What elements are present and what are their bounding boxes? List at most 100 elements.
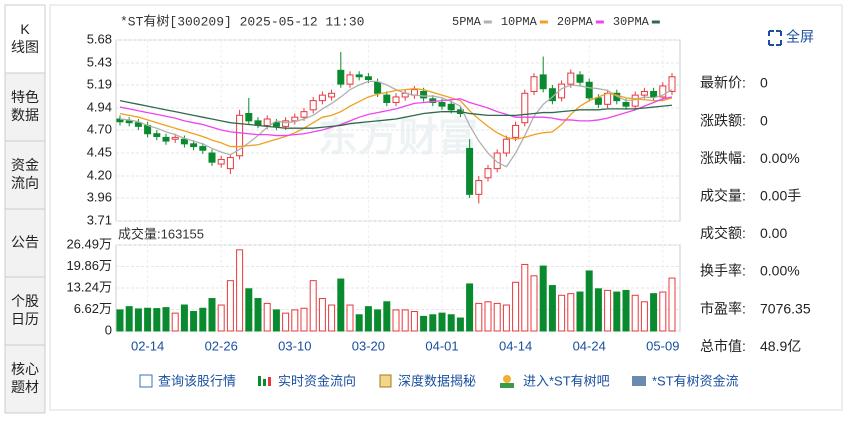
ma-line [119,88,673,148]
candle-body [567,72,575,85]
x-tick-label: 03-20 [352,338,385,353]
x-tick-label: 04-01 [425,338,458,353]
volume-bar [263,302,271,332]
panel-border [49,4,843,411]
tab[interactable] [4,208,46,278]
tab-label: 公告 [11,234,39,250]
y-tick-label: 5.68 [87,31,112,46]
volume-bar [466,283,474,332]
candle-body [502,138,510,154]
candle-body [208,152,216,163]
info-label: 涨跌额: [700,112,746,128]
volume-bar [355,314,363,332]
candle-body [171,136,179,140]
candle-body [521,92,529,124]
info-value: 0 [760,75,768,91]
candle-body [180,138,188,145]
tab-label: 特色数据 [11,89,39,123]
volume-bar [171,312,179,332]
candle-body [162,136,170,142]
y-tick-label: 13.24万 [66,279,112,294]
candle-body [659,85,667,98]
link[interactable]: *ST有树资金流 [652,373,739,388]
legend-label: 5PMA [452,15,482,29]
y-tick-label: 4.70 [87,121,112,136]
volume-bar [585,270,593,332]
volume-bar [272,309,280,332]
volume-bar [447,314,455,332]
volume-bar [650,293,658,332]
info-value: 0.00 [760,225,787,241]
icon [268,377,271,386]
y-tick-label: 19.86万 [66,258,112,273]
x-tick-label: 02-14 [131,338,164,353]
volume-bar [484,301,492,332]
candle-body [282,120,290,127]
info-label: 涨跌幅: [700,150,746,166]
candle-body [318,94,326,102]
candle-body [226,157,234,170]
volume-bar [594,288,602,332]
volume-bar [328,304,336,332]
tab[interactable] [4,4,46,74]
fullscreen-button[interactable]: 全屏 [768,29,814,46]
candle-body [576,74,584,83]
candle-body [355,74,363,78]
candle-body [640,90,648,96]
x-tick-label: 04-14 [499,338,532,353]
volume-bar [401,309,409,332]
volume-bar [456,317,464,332]
candle-body [190,143,198,148]
link[interactable]: 进入*ST有树吧 [523,373,610,388]
volume-bar [208,298,216,332]
volume-bar [502,304,510,332]
candle-body [217,158,225,165]
volume-bar [153,308,161,332]
tab[interactable] [4,72,46,142]
legend-label: 30PMA [613,15,650,29]
y-tick-label: 4.94 [87,99,112,114]
info-label: 成交量: [700,188,746,204]
candle-body [512,124,520,138]
tab-label: 个股日历 [11,293,39,327]
candle-body [328,92,336,98]
candle-body [374,81,382,94]
candle-body [383,94,391,103]
y-tick-label: 5.19 [87,76,112,91]
volume-bar [254,298,262,332]
info-label: 最新价: [700,75,746,91]
y-tick-label: 0 [105,322,112,337]
volume-bar [180,304,188,332]
candle-body [594,97,602,105]
volume-bar [309,280,317,332]
tab[interactable] [4,344,46,414]
x-tick-label: 03-10 [278,338,311,353]
link[interactable]: 实时资金流向 [278,373,356,388]
ma-line [119,80,673,168]
candle-body [291,116,299,122]
volume-bar [548,285,556,332]
volume-bar [236,249,244,332]
volume-bar [300,307,308,332]
link[interactable]: 深度数据揭秘 [398,373,476,388]
volume-bar [383,301,391,332]
candle-body [484,168,492,179]
volume-bar [622,289,630,332]
volume-bar [291,309,299,332]
candle-body [125,120,133,124]
candle-body [604,92,612,105]
y-tick-label: 4.45 [87,144,112,159]
link[interactable]: 查询该股行情 [158,373,236,388]
volume-bar [668,277,676,332]
volume-bar [512,281,520,332]
icon [263,379,266,386]
candle-body [530,76,538,92]
volume-bar [125,306,133,332]
volume-bar [420,315,428,332]
volume-bar [364,306,372,332]
candle-body [631,94,639,107]
x-tick-label: 02-26 [205,338,238,353]
volume-bar [217,304,225,332]
